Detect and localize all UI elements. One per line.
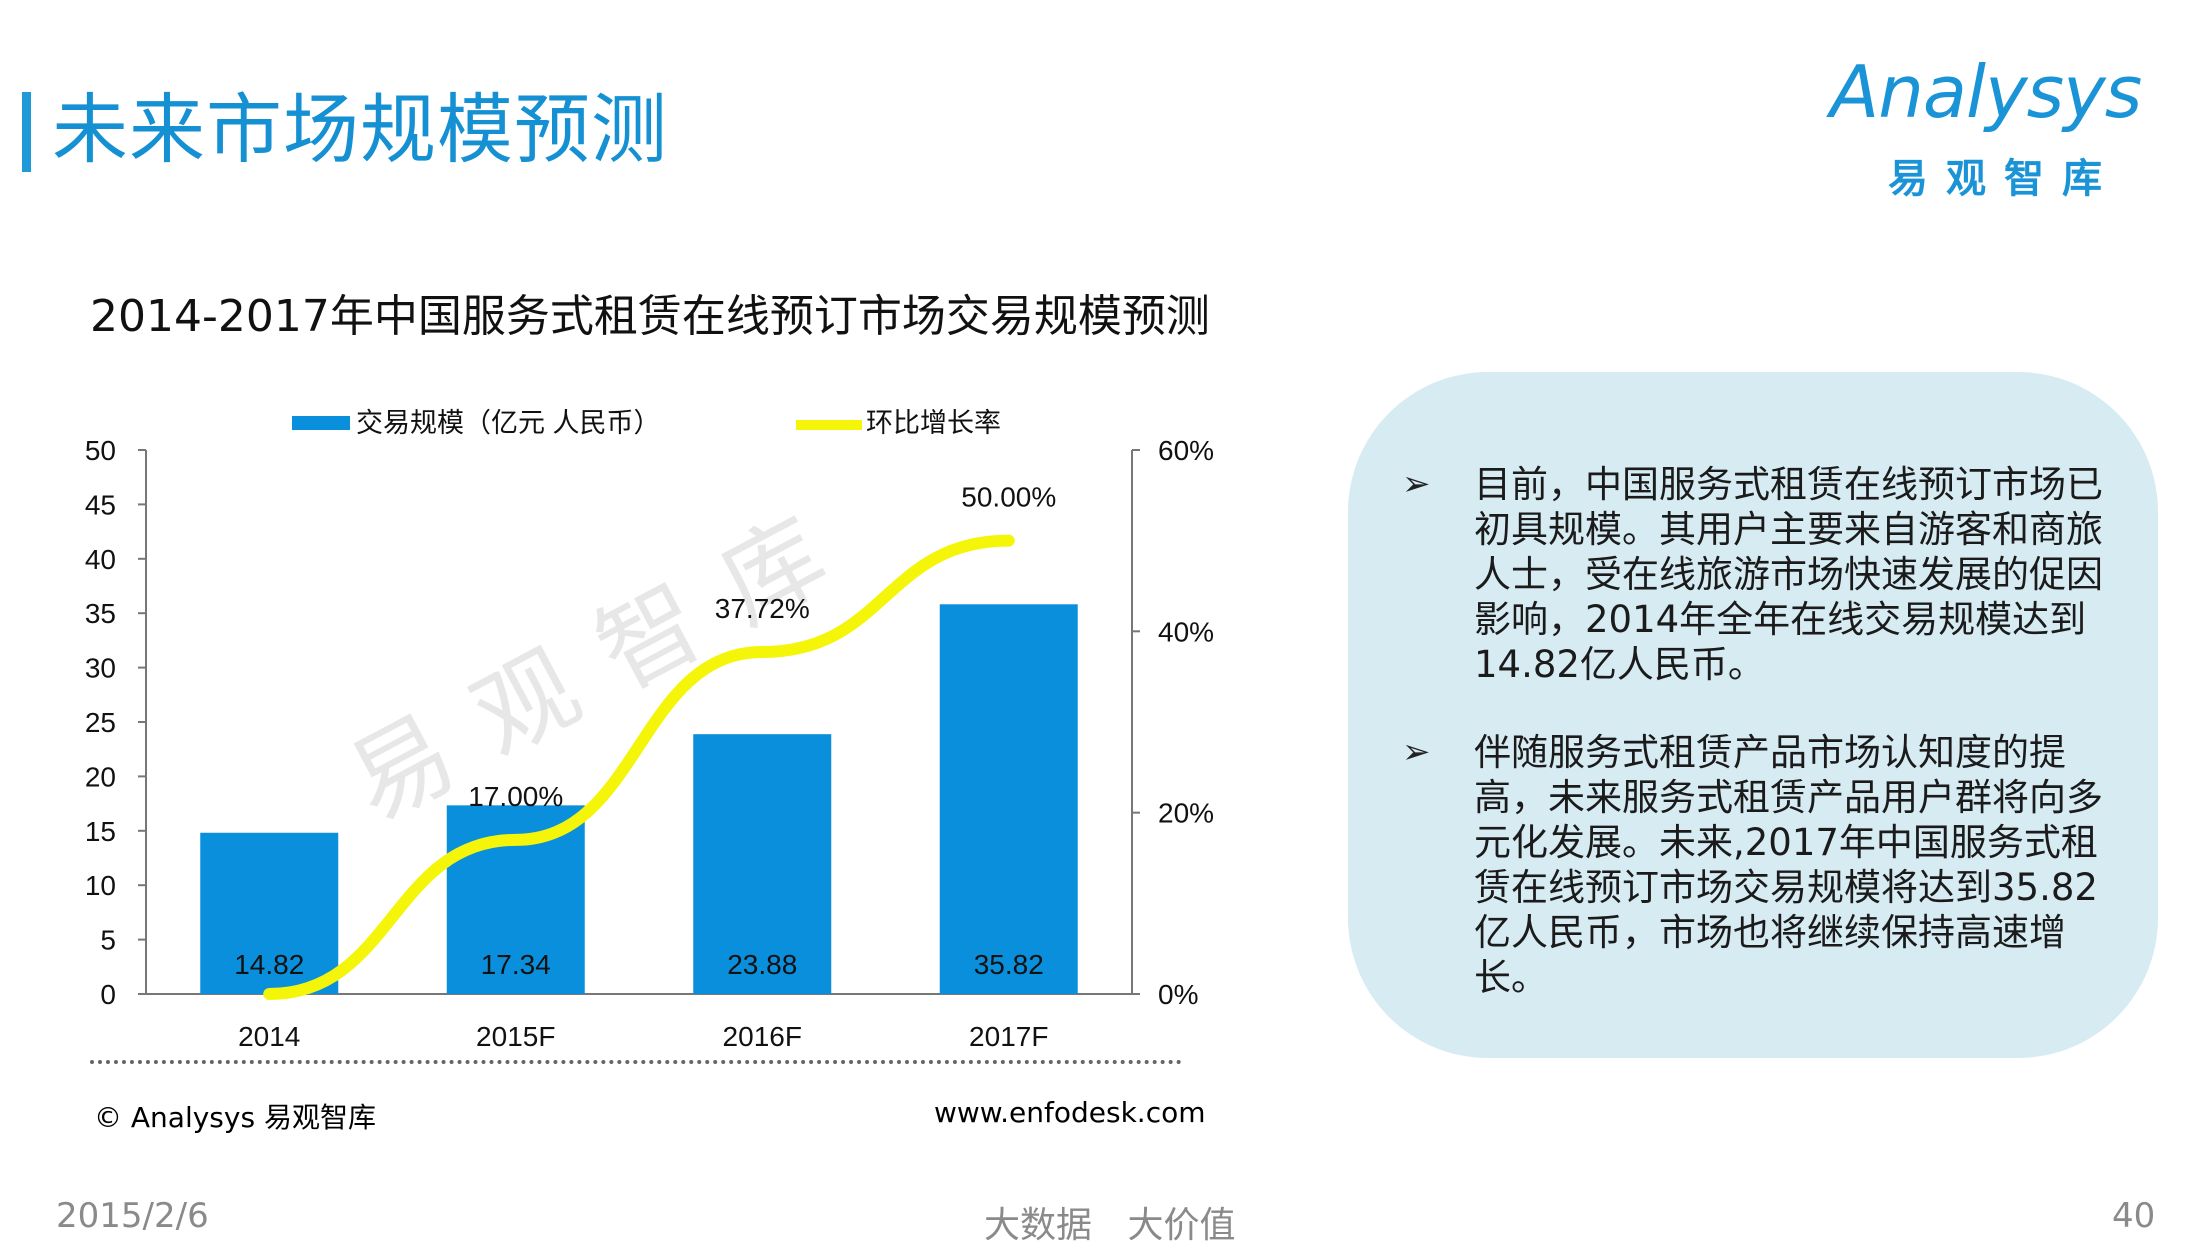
bar-data-label: 17.34 xyxy=(481,949,551,980)
left-axis-tick-label: 25 xyxy=(85,707,116,738)
legend-swatch-bar xyxy=(292,416,350,430)
x-axis-tick-label: 2015F xyxy=(476,1021,555,1050)
left-axis-tick-label: 45 xyxy=(85,489,116,520)
growth-rate-line xyxy=(263,534,1015,1000)
left-axis-tick-label: 30 xyxy=(85,653,116,684)
right-axis-tick-label: 20% xyxy=(1158,798,1214,829)
right-axis-tick-label: 0% xyxy=(1158,979,1198,1010)
bar-2016F xyxy=(693,734,832,994)
line-data-label: 17.00% xyxy=(468,781,563,812)
page-number: 40 xyxy=(2112,1196,2156,1236)
left-axis-tick-label: 20 xyxy=(85,761,116,792)
chart-title: 2014-2017年中国服务式租赁在线预订市场交易规模预测 xyxy=(90,291,1210,342)
bar-data-label: 35.82 xyxy=(974,949,1044,980)
left-axis-tick-label: 10 xyxy=(85,870,116,901)
analysys-logo: Analysys 易观智库 xyxy=(1830,50,2160,202)
note-bullet-1: ➢ 目前，中国服务式租赁在线预订市场已初具规模。其用户主要来自游客和商旅人士，受… xyxy=(1402,462,2122,687)
left-axis-tick-label: 5 xyxy=(100,925,116,956)
footer-date: 2015/2/6 xyxy=(56,1196,209,1236)
x-axis-tick-label: 2017F xyxy=(969,1021,1048,1050)
left-axis-tick-label: 50 xyxy=(85,435,116,466)
page-title: 未来市场规模预测 xyxy=(52,85,668,174)
note-text-1: 目前，中国服务式租赁在线预订市场已初具规模。其用户主要来自游客和商旅人士，受在线… xyxy=(1474,463,2103,686)
left-axis-tick-label: 0 xyxy=(100,979,116,1010)
line-data-label: 37.72% xyxy=(715,593,810,624)
arrow-bullet-icon: ➢ xyxy=(1402,464,1431,504)
source-website: www.enfodesk.com xyxy=(934,1096,1206,1129)
note-text-2: 伴随服务式租赁产品市场认知度的提高，未来服务式租赁产品用户群将向多元化发展。未来… xyxy=(1474,731,2103,999)
left-axis-tick-label: 35 xyxy=(85,598,116,629)
x-axis-tick-label: 2016F xyxy=(723,1021,802,1050)
footer-slogan: 大数据 大价值 xyxy=(984,1205,1236,1246)
left-axis-tick-label: 40 xyxy=(85,544,116,575)
left-axis-tick-label: 15 xyxy=(85,816,116,847)
arrow-bullet-icon: ➢ xyxy=(1402,732,1431,772)
logo-wordmark: Analysys xyxy=(1830,50,2142,134)
bar-data-label: 14.82 xyxy=(234,949,304,980)
right-axis-tick-label: 40% xyxy=(1158,616,1214,647)
notes-panel xyxy=(1348,372,2158,1058)
copyright-text: © Analysys 易观智库 xyxy=(94,1101,376,1134)
legend-label-bar: 交易规模（亿元 人民币） xyxy=(356,408,661,438)
combo-chart: 0 5 10 15 20 25 30 35 40 45 50 0% 20% 40% 60% 2014 2015F… xyxy=(85,408,1214,1050)
x-axis-tick-label: 2014 xyxy=(238,1021,300,1050)
chart-divider xyxy=(90,1060,1182,1064)
title-accent-bar xyxy=(22,92,31,172)
bar-data-label: 23.88 xyxy=(727,949,797,980)
note-bullet-2: ➢ 伴随服务式租赁产品市场认知度的提高，未来服务式租赁产品用户群将向多元化发展。… xyxy=(1402,730,2122,1000)
line-data-label: 50.00% xyxy=(961,482,1056,513)
logo-chinese-name: 易观智库 xyxy=(1888,156,2120,202)
bar-2017F xyxy=(939,604,1078,994)
right-axis-tick-label: 60% xyxy=(1158,435,1214,466)
bar-2014 xyxy=(200,832,339,994)
legend-label-line: 环比增长率 xyxy=(866,408,1001,438)
